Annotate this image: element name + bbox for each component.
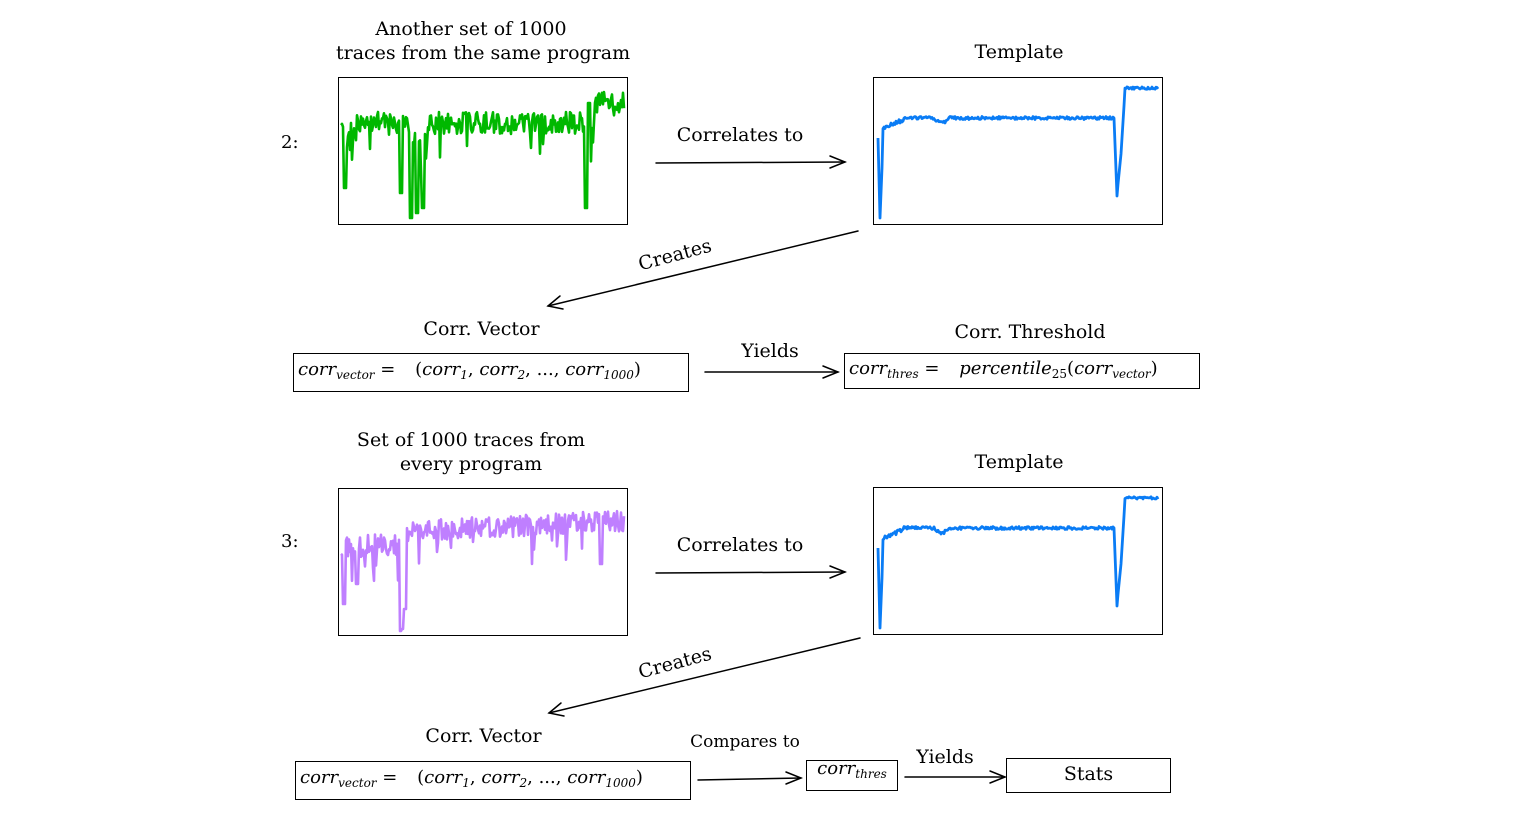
step3-traces-title-line2: every program [399,453,543,475]
step2-traces-title-line2: traces from the same program [336,42,631,64]
step3-template-line [876,495,1160,630]
step3-correlates-arrowhead [829,565,848,579]
step3-compares-label: Compares to [690,732,800,752]
step3-traces-title: Set of 1000 traces from every program [336,428,606,476]
step3-creates-label: Creates [636,642,714,684]
step3-creates-arrowhead [547,702,565,717]
step2-traces-title: Another set of 1000 traces from the same… [336,17,631,65]
step2-corr-vector-box: corrvector = (corr1, corr2, ..., corr100… [293,353,689,392]
step2-correlates-arrow [655,161,846,164]
step2-corr-vector-title: Corr. Vector [423,318,540,340]
step2-yields-label: Yields [741,340,799,362]
step2-template-line [876,85,1160,220]
step2-template-plot [873,77,1163,225]
step3-corr-vector-title: Corr. Vector [425,725,542,747]
step2-correlates-label: Correlates to [676,124,804,146]
step3-trace-line [340,509,626,633]
step2-template-title: Template [974,41,1064,63]
step2-yields-arrowhead [822,365,841,379]
step3-correlates-label: Correlates to [676,534,804,556]
step2-creates-arrowhead [546,295,564,310]
step3-correlates-arrow [655,571,846,574]
step3-row-label: 3: [281,531,299,552]
step3-stats-box: Stats [1006,758,1171,793]
step2-traces-title-line1: Another set of 1000 [375,18,567,40]
step3-traces-plot [338,488,628,636]
step3-yields-label: Yields [916,746,974,768]
step3-corr-vector-box: corrvector = (corr1, corr2, ..., corr100… [295,761,691,800]
step2-correlates-arrowhead [829,155,848,169]
step3-compares-arrowhead [785,771,804,785]
step3-thres-box: corrthres [806,760,898,791]
step2-traces-plot [338,77,628,225]
step2-row-label: 2: [281,132,299,153]
step3-template-title: Template [974,451,1064,473]
step2-threshold-box: corrthres = percentile25(corrvector) [844,353,1200,389]
step2-trace-line [340,90,626,220]
step3-traces-title-line1: Set of 1000 traces from [356,429,586,451]
step3-compares-arrow [697,777,802,781]
step2-threshold-title: Corr. Threshold [954,321,1106,343]
step3-template-plot [873,487,1163,635]
step2-creates-label: Creates [636,234,714,276]
step3-yields-arrowhead [989,770,1008,784]
